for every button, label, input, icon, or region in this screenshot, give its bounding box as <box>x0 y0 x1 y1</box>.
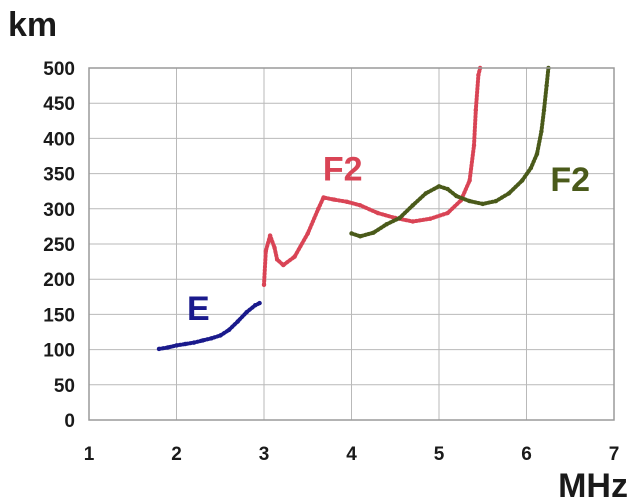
series-label: F2 <box>323 151 363 189</box>
data-point <box>235 319 240 324</box>
data-point <box>539 129 544 134</box>
y-tick-label: 450 <box>43 94 75 115</box>
data-point <box>358 234 363 239</box>
data-point <box>445 210 450 216</box>
x-tick-label: 2 <box>171 444 182 465</box>
series-label: F2 <box>550 161 590 199</box>
y-tick-label: 50 <box>54 376 75 397</box>
data-point <box>165 345 170 350</box>
data-point <box>436 184 442 189</box>
data-point <box>506 191 512 196</box>
grid <box>89 68 614 420</box>
data-point <box>473 108 478 113</box>
y-tick-label: 200 <box>43 270 75 291</box>
series-e-0 <box>156 300 262 352</box>
data-point <box>331 197 337 202</box>
data-point <box>471 143 477 148</box>
data-point <box>244 310 249 315</box>
x-tick-label: 7 <box>609 444 620 465</box>
data-point <box>281 262 286 268</box>
data-point <box>261 282 267 287</box>
x-tick-label: 3 <box>259 444 270 465</box>
data-point <box>263 248 268 254</box>
y-tick-label: 350 <box>43 165 75 186</box>
tick-labels: 0 50 100 150 200 250 300 350 400 450 500 1 2 3 4 5 6 7 <box>43 59 619 465</box>
data-point <box>274 257 280 262</box>
data-point <box>344 199 350 204</box>
data-point <box>534 151 540 157</box>
series-f2-1 <box>261 65 483 287</box>
data-point <box>445 186 450 192</box>
data-point <box>191 340 197 345</box>
series-annotations: E F2 F2 <box>187 151 590 328</box>
data-point <box>397 215 402 221</box>
data-point <box>454 193 459 199</box>
data-point <box>423 191 429 196</box>
data-point <box>544 83 549 88</box>
series-f2-2 <box>349 65 551 239</box>
data-point <box>410 219 415 224</box>
data-point <box>428 216 433 221</box>
data-point <box>305 231 310 236</box>
data-point <box>226 327 232 333</box>
data-point <box>467 198 472 204</box>
data-point <box>467 178 472 183</box>
y-tick-label: 250 <box>43 235 75 256</box>
x-tick-label: 4 <box>346 444 357 465</box>
y-tick-label: 150 <box>43 305 75 326</box>
y-tick-label: 500 <box>43 59 75 80</box>
data-point <box>218 333 223 338</box>
data-point <box>200 338 205 343</box>
x-tick-label: 5 <box>434 444 445 465</box>
series-line <box>262 66 483 287</box>
x-tick-label: 1 <box>84 444 95 465</box>
data-point <box>358 203 363 208</box>
data-point <box>476 72 481 78</box>
y-tick-label: 100 <box>43 341 75 362</box>
x-tick-label: 6 <box>521 444 532 465</box>
y-tick-label: 300 <box>43 200 75 221</box>
data-point <box>541 108 547 113</box>
data-point <box>257 300 262 306</box>
data-point <box>349 231 354 236</box>
data-point <box>493 198 499 204</box>
data-point <box>183 341 188 347</box>
data-point <box>519 178 525 183</box>
y-tick-label: 400 <box>43 129 75 150</box>
data-point <box>174 343 179 348</box>
y-axis-label: km <box>8 6 57 44</box>
x-axis-label: MHz <box>558 467 628 502</box>
data-point <box>410 203 415 208</box>
data-point <box>371 230 376 235</box>
data-point <box>209 336 214 341</box>
data-point <box>272 245 277 250</box>
y-tick-label: 0 <box>64 411 75 432</box>
data-point <box>480 201 485 207</box>
data-point <box>292 254 297 259</box>
series-layer <box>156 65 551 352</box>
series-label: E <box>187 290 210 328</box>
data-point <box>316 206 321 211</box>
data-point <box>267 233 273 238</box>
data-point <box>321 195 326 200</box>
data-point <box>156 346 162 352</box>
plot-frame <box>88 67 615 421</box>
data-point <box>375 210 380 216</box>
data-point <box>253 303 258 308</box>
data-point <box>384 222 389 227</box>
data-point <box>528 165 534 171</box>
